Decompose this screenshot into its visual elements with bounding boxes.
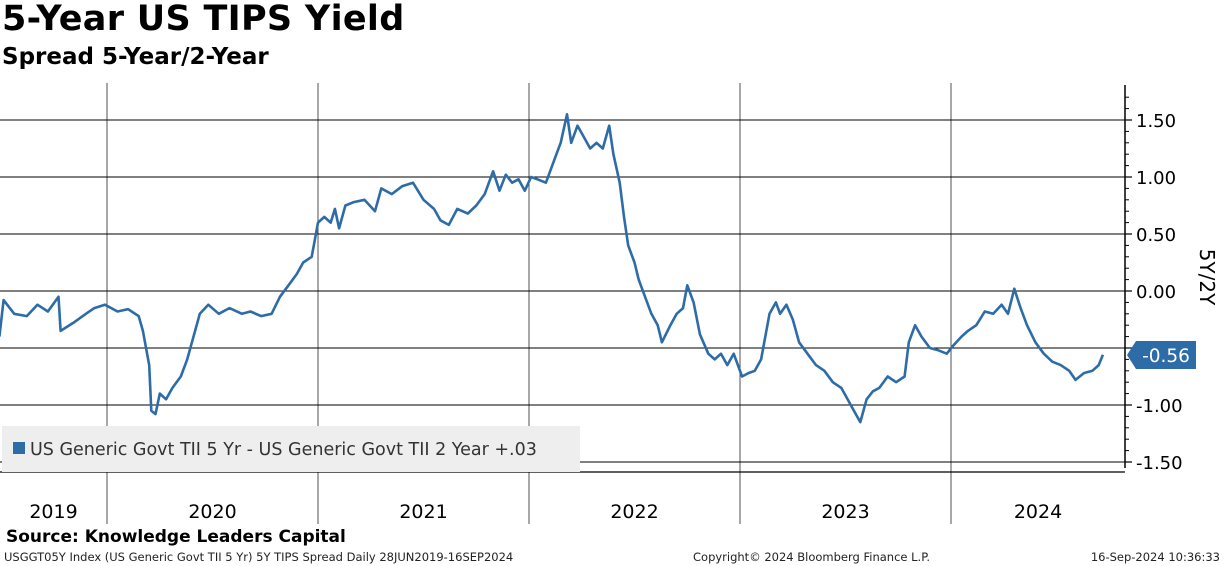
copyright: Copyright© 2024 Bloomberg Finance L.P. (693, 550, 930, 564)
chart-title: 5-Year US TIPS Yield (2, 0, 405, 39)
index-info: USGGT05Y Index (US Generic Govt TII 5 Yr… (4, 550, 514, 564)
x-tick-label: 2024 (1014, 501, 1062, 523)
last-value-badge: -0.56 (1127, 341, 1196, 369)
series-line (0, 113, 1105, 424)
x-axis-year-labels: 2019 2020 2021 2022 2023 2024 (29, 501, 1062, 523)
x-tick-label: 2022 (610, 501, 658, 523)
chart-subtitle: Spread 5-Year/2-Year (2, 44, 269, 70)
y-tick-label: -1.50 (1136, 453, 1183, 474)
gridlines (0, 119, 1125, 463)
series-layer (0, 113, 1105, 424)
y-axis (0, 85, 1126, 473)
y-tick-label: 0.50 (1136, 225, 1176, 246)
y-tick-label: 1.00 (1136, 168, 1176, 189)
legend-background (2, 426, 580, 472)
y-tick-labels: 1.501.000.500.00-0.50-1.00-1.50 (1125, 96, 1183, 474)
timestamp: 16-Sep-2024 10:36:33 (1090, 550, 1220, 564)
y-tick-label: 1.50 (1136, 111, 1176, 132)
y-tick-label: -1.00 (1136, 396, 1183, 417)
source-note: Source: Knowledge Leaders Capital (6, 527, 346, 547)
last-value-marker (1127, 341, 1196, 369)
legend-label: US Generic Govt TII 5 Yr - US Generic Go… (30, 440, 537, 460)
legend: US Generic Govt TII 5 Yr - US Generic Go… (2, 426, 580, 472)
x-tick-label: 2023 (821, 501, 869, 523)
legend-swatch (13, 442, 25, 454)
last-value-label: -0.56 (1142, 346, 1190, 367)
y-tick-label: 0.00 (1136, 282, 1176, 303)
y-axis-label: 5Y/2Y (1195, 249, 1219, 306)
x-tick-label: 2020 (188, 501, 236, 523)
x-tick-label: 2019 (29, 501, 77, 523)
x-tick-label: 2021 (399, 501, 447, 523)
line-chart: 1.501.000.500.00-0.50-1.00-1.50 20192020… (0, 83, 1219, 524)
